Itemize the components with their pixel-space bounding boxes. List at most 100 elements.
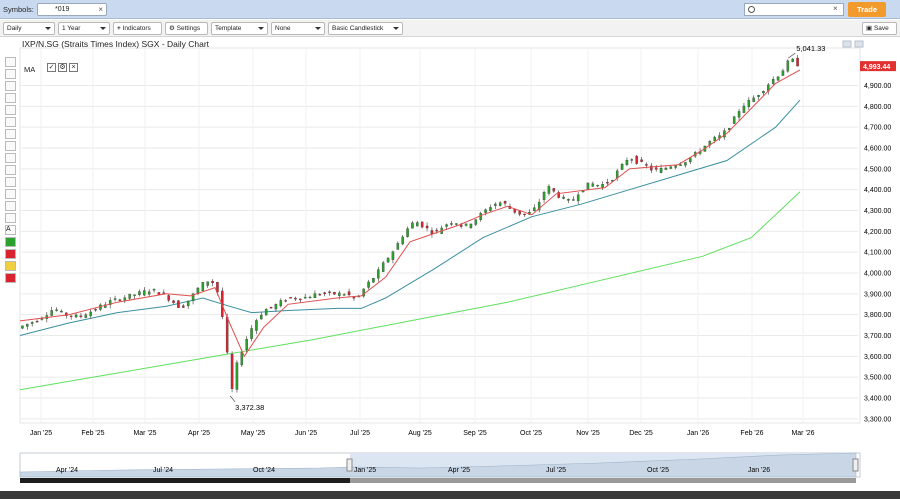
- candle: [459, 224, 463, 227]
- ray-tool-icon[interactable]: [5, 105, 16, 115]
- last-price-tag: [860, 61, 896, 72]
- ma-settings-icon[interactable]: ⚙: [58, 63, 67, 72]
- candle: [172, 300, 175, 303]
- candle: [123, 297, 127, 301]
- candle: [674, 165, 677, 168]
- x-tick-label: Aug '25: [408, 430, 432, 437]
- ma-check-icon[interactable]: ✓: [47, 63, 56, 72]
- fib-tool-icon[interactable]: [5, 165, 16, 175]
- candle: [333, 292, 336, 295]
- indicators-button[interactable]: + Indicators: [113, 22, 162, 35]
- indicators-label: Indicators: [122, 25, 151, 32]
- eraser-icon[interactable]: [5, 273, 16, 283]
- overlay-value: None: [275, 25, 291, 32]
- cycle-tool-icon[interactable]: [5, 201, 16, 211]
- trade-button[interactable]: Trade: [848, 2, 886, 17]
- search-input[interactable]: [744, 3, 844, 16]
- settings-button[interactable]: ⚙ Settings: [165, 22, 208, 35]
- vline-tool-icon[interactable]: [5, 81, 16, 91]
- candle: [533, 207, 536, 211]
- candle: [796, 57, 799, 67]
- ma-close-icon[interactable]: ×: [69, 63, 78, 72]
- candle: [411, 222, 414, 229]
- rectangle-tool-icon[interactable]: [5, 153, 16, 163]
- hline-tool-icon[interactable]: [5, 69, 16, 79]
- navigator-right-handle: [852, 458, 859, 472]
- y-tick-label: 4,500.00: [864, 166, 891, 173]
- save-button[interactable]: ▣ Save: [862, 22, 897, 35]
- down-arrow-icon[interactable]: [5, 249, 16, 259]
- candle: [664, 167, 668, 170]
- candle: [367, 281, 370, 288]
- x-tick-label: Apr '25: [188, 430, 210, 437]
- cursor-tool-icon[interactable]: [5, 57, 16, 67]
- candle: [274, 304, 278, 310]
- y-tick-label: 4,900.00: [864, 83, 891, 90]
- candle: [386, 257, 390, 263]
- navigator[interactable]: Apr '24 Jul '24 Oct '24 Jan '25 Apr '25 Jul '…: [0, 451, 900, 487]
- settings-label: Settings: [176, 25, 201, 32]
- trendline-tool-icon[interactable]: [5, 93, 16, 103]
- candle: [118, 299, 122, 301]
- y-tick-label: 4,400.00: [864, 187, 891, 194]
- candle: [737, 111, 741, 118]
- navigator-tick-label: Oct '24: [253, 467, 275, 474]
- y-tick-label: 3,600.00: [864, 354, 891, 361]
- candle: [338, 292, 341, 296]
- template-select[interactable]: Template: [211, 22, 268, 35]
- navigator-tick-label: Apr '25: [448, 467, 470, 474]
- last-price-label: 4,993.44: [863, 64, 890, 71]
- navigator-tick-label: Jan '25: [354, 467, 376, 474]
- segment-tool-icon[interactable]: [5, 129, 16, 139]
- text-tool-icon[interactable]: A: [5, 225, 16, 235]
- low-pointer: [229, 395, 236, 403]
- pitchfork-tool-icon[interactable]: [5, 213, 16, 223]
- y-tick-label: 4,800.00: [864, 104, 891, 111]
- candle: [128, 293, 131, 299]
- save-label: Save: [873, 25, 889, 32]
- range-select[interactable]: 1 Year: [58, 22, 110, 35]
- y-tick-label: 4,600.00: [864, 146, 891, 153]
- candle: [250, 328, 253, 339]
- price-chart[interactable]: 3,300.00 3,400.00 3,500.00 3,600.00 3,700.00…: [0, 37, 900, 451]
- print-icon: [842, 40, 852, 48]
- candle: [455, 223, 458, 225]
- gann-tool-icon[interactable]: [5, 189, 16, 199]
- x-tick-label: Nov '25: [576, 430, 600, 437]
- navigator-series: [19, 452, 857, 478]
- symbol-clear-icon[interactable]: ×: [98, 5, 103, 14]
- candle: [264, 309, 268, 316]
- fan-tool-icon[interactable]: [5, 177, 16, 187]
- y-tick-label: 3,500.00: [864, 375, 891, 382]
- chart-style-select[interactable]: Basic Candlestick: [328, 22, 403, 35]
- x-tick-label: Jan '26: [687, 430, 709, 437]
- chevron-down-icon: [315, 27, 321, 30]
- candle: [89, 311, 92, 317]
- high-label: 5,041.33: [796, 44, 825, 53]
- interval-select[interactable]: Daily: [3, 22, 55, 35]
- candle: [557, 192, 560, 198]
- up-arrow-icon[interactable]: [5, 237, 16, 247]
- candle: [377, 269, 380, 279]
- channel-tool-icon[interactable]: [5, 117, 16, 127]
- candle: [572, 199, 575, 201]
- symbol-input[interactable]: *019 ×: [37, 3, 107, 16]
- candle: [552, 188, 556, 192]
- candle: [201, 282, 205, 291]
- search-clear-icon[interactable]: ×: [833, 4, 838, 13]
- candle: [420, 221, 424, 228]
- candle: [762, 91, 765, 94]
- candle: [211, 280, 214, 284]
- interval-value: Daily: [7, 25, 22, 32]
- candle: [401, 236, 404, 245]
- overlay-select[interactable]: None: [271, 22, 325, 35]
- export-icon: [854, 40, 864, 48]
- highlighter-icon[interactable]: [5, 261, 16, 271]
- chevron-down-icon: [100, 27, 106, 30]
- arc-tool-icon[interactable]: [5, 141, 16, 151]
- y-tick-label: 3,900.00: [864, 291, 891, 298]
- candle: [284, 300, 287, 302]
- ma-long-line: [19, 191, 801, 391]
- candle: [182, 305, 185, 308]
- candle: [498, 202, 502, 206]
